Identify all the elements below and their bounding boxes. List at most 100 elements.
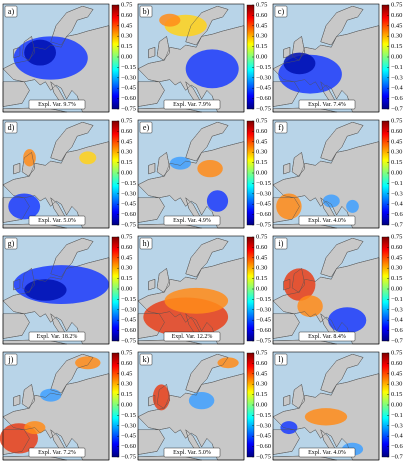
colorbar-tick-label: 0.75 bbox=[256, 117, 267, 124]
colorbar-tick-label: 0.00 bbox=[121, 285, 132, 292]
colorbar-tick-label: 0.75 bbox=[391, 1, 402, 8]
panel-label: i) bbox=[279, 239, 284, 248]
colorbar-tick-label: −0.30 bbox=[121, 422, 136, 429]
colorbar-tick-label: 0.00 bbox=[121, 53, 132, 60]
panel: k) Expl. Var. 5.0% 0.75 0.60 0.45 0.30 0.15 0.0… bbox=[137, 349, 271, 461]
colorbar-tick-label: 0.60 bbox=[121, 360, 132, 367]
colorbar-tick-label: 0.75 bbox=[256, 349, 267, 356]
panel: l) Expl. Var. 4.0% 0.75 0.60 0.45 0.30 0.15 0.0… bbox=[272, 349, 403, 460]
colorbar-tick-label: −0.60 bbox=[256, 95, 271, 102]
expl-var: Expl. Var. 7.2% bbox=[38, 450, 76, 456]
colorbar-tick-label: −0.75 bbox=[256, 105, 271, 112]
colorbar-tick-label: 0.45 bbox=[121, 370, 132, 377]
colorbar-tick-label: −0.75 bbox=[391, 453, 403, 460]
panel-label-box bbox=[139, 5, 153, 18]
map bbox=[0, 353, 110, 461]
colorbar-tick-label: 0.00 bbox=[121, 169, 132, 176]
expl-var: Expl. Var. 7.4% bbox=[308, 102, 346, 108]
colorbar-tick-label: 0.30 bbox=[391, 149, 402, 156]
colorbar-tick-label: −0.45 bbox=[121, 433, 136, 440]
expl-var-box bbox=[298, 447, 356, 458]
panel-label: a) bbox=[8, 7, 15, 16]
colorbar-tick-label: 0.75 bbox=[121, 349, 132, 356]
colorbar-tick-label: −0.15 bbox=[256, 296, 271, 303]
expl-var: Expl. Var. 7.9% bbox=[173, 102, 211, 108]
map bbox=[137, 237, 245, 345]
colorbar-tick-label: 0.75 bbox=[256, 233, 267, 240]
colorbar-tick-label: 0.60 bbox=[256, 128, 267, 135]
colorbar-tick-label: −0.30 bbox=[391, 74, 403, 81]
map bbox=[272, 121, 380, 229]
panel: i) Expl. Var. 8.4% 0.75 0.60 0.45 0.30 0.15 0.0… bbox=[272, 233, 403, 345]
colorbar-tick-label: −0.30 bbox=[121, 74, 136, 81]
colorbar-tick-label: −0.45 bbox=[256, 201, 271, 208]
colorbar-tick-label: 0.45 bbox=[256, 254, 267, 261]
expl-var: Expl. Var. 9.7% bbox=[38, 102, 76, 108]
expl-var: Expl. Var. 5.0% bbox=[38, 218, 76, 224]
panel: d) Expl. Var. 5.0% 0.75 0.60 0.45 0.30 0.15 0.0… bbox=[2, 117, 136, 228]
map-frame bbox=[272, 119, 380, 229]
colorbar-tick-label: 0.60 bbox=[121, 128, 132, 135]
colorbar-tick-label: −0.15 bbox=[256, 412, 271, 419]
expl-var: Expl. Var. 4.9% bbox=[173, 218, 211, 224]
colorbar-tick-label: −0.30 bbox=[256, 422, 271, 429]
panel: h) Expl. Var. 12.2% 0.75 0.60 0.45 0.30 0.15 0.… bbox=[137, 233, 271, 345]
expl-var: Expl. Var. 4.0% bbox=[308, 218, 346, 224]
colorbar-tick-label: −0.60 bbox=[256, 327, 271, 334]
panel-label: f) bbox=[278, 123, 284, 132]
colorbar-tick-label: 0.30 bbox=[391, 265, 402, 272]
colorbar-tick-label: 0.15 bbox=[256, 43, 267, 50]
colorbar-tick-label: −0.60 bbox=[391, 95, 403, 102]
panel-label-box bbox=[139, 353, 153, 366]
map-frame bbox=[272, 3, 380, 113]
colorbar-tick-label: −0.75 bbox=[391, 337, 403, 344]
colorbar-tick-label: −0.60 bbox=[391, 327, 403, 334]
expl-var-box bbox=[163, 99, 221, 110]
panel: f) Expl. Var. 4.0% 0.75 0.60 0.45 0.30 0.15 0.0… bbox=[272, 117, 403, 229]
colorbar-tick-label: 0.00 bbox=[391, 169, 402, 176]
colorbar-tick-label: −0.60 bbox=[121, 443, 136, 450]
field-blob bbox=[159, 13, 181, 27]
expl-var-box bbox=[28, 99, 86, 110]
colorbar-tick-label: −0.45 bbox=[256, 85, 271, 92]
colorbar-tick-label: −0.45 bbox=[121, 317, 136, 324]
colorbar-tick-label: 0.45 bbox=[391, 138, 402, 145]
colorbar-tick-label: 0.60 bbox=[256, 360, 267, 367]
colorbar-tick-label: 0.00 bbox=[391, 285, 402, 292]
colorbar-tick-label: 0.30 bbox=[121, 149, 132, 156]
expl-var: Expl. Var. 18.2% bbox=[37, 334, 78, 340]
colorbar-tick-label: −0.45 bbox=[121, 201, 136, 208]
expl-var-box bbox=[298, 99, 356, 110]
colorbar-tick-label: 0.15 bbox=[391, 275, 402, 282]
panel-label: h) bbox=[143, 239, 150, 248]
colorbar-tick-label: −0.15 bbox=[121, 64, 136, 71]
colorbar-tick-label: −0.15 bbox=[391, 180, 403, 187]
expl-var-box bbox=[298, 331, 356, 342]
map-frame bbox=[137, 351, 245, 461]
colorbar-tick-label: 0.15 bbox=[256, 275, 267, 282]
colorbar-tick-label: −0.60 bbox=[391, 211, 403, 218]
colorbar-tick-label: 0.75 bbox=[391, 349, 402, 356]
colorbar-tick-label: 0.30 bbox=[256, 381, 267, 388]
panel-label: b) bbox=[143, 7, 150, 16]
map-frame bbox=[137, 235, 245, 345]
map-frame bbox=[272, 235, 380, 345]
colorbar-tick-label: 0.15 bbox=[121, 43, 132, 50]
panel-label: j) bbox=[8, 355, 14, 364]
colorbar-tick-label: −0.75 bbox=[391, 221, 403, 228]
panel: e) Expl. Var. 4.9% 0.75 0.60 0.45 0.30 0.15 0.0… bbox=[137, 117, 271, 229]
colorbar-tick-label: −0.45 bbox=[391, 201, 403, 208]
map bbox=[137, 121, 245, 229]
map-frame bbox=[2, 351, 110, 461]
colorbar-tick-label: 0.60 bbox=[256, 244, 267, 251]
panel-label-box bbox=[4, 353, 18, 366]
colorbar-tick-label: −0.30 bbox=[391, 190, 403, 197]
panel-label: d) bbox=[8, 123, 15, 132]
colorbar-tick-label: −0.60 bbox=[391, 443, 403, 450]
panel-label-box bbox=[274, 353, 288, 366]
colorbar-tick-label: −0.75 bbox=[121, 105, 136, 112]
colorbar-tick-label: 0.45 bbox=[121, 22, 132, 29]
panel-label-box bbox=[139, 121, 153, 134]
colorbar-tick-label: −0.60 bbox=[256, 211, 271, 218]
panel: c) Expl. Var. 7.4% 0.75 0.60 0.45 0.30 0.15 0.0… bbox=[272, 1, 403, 113]
